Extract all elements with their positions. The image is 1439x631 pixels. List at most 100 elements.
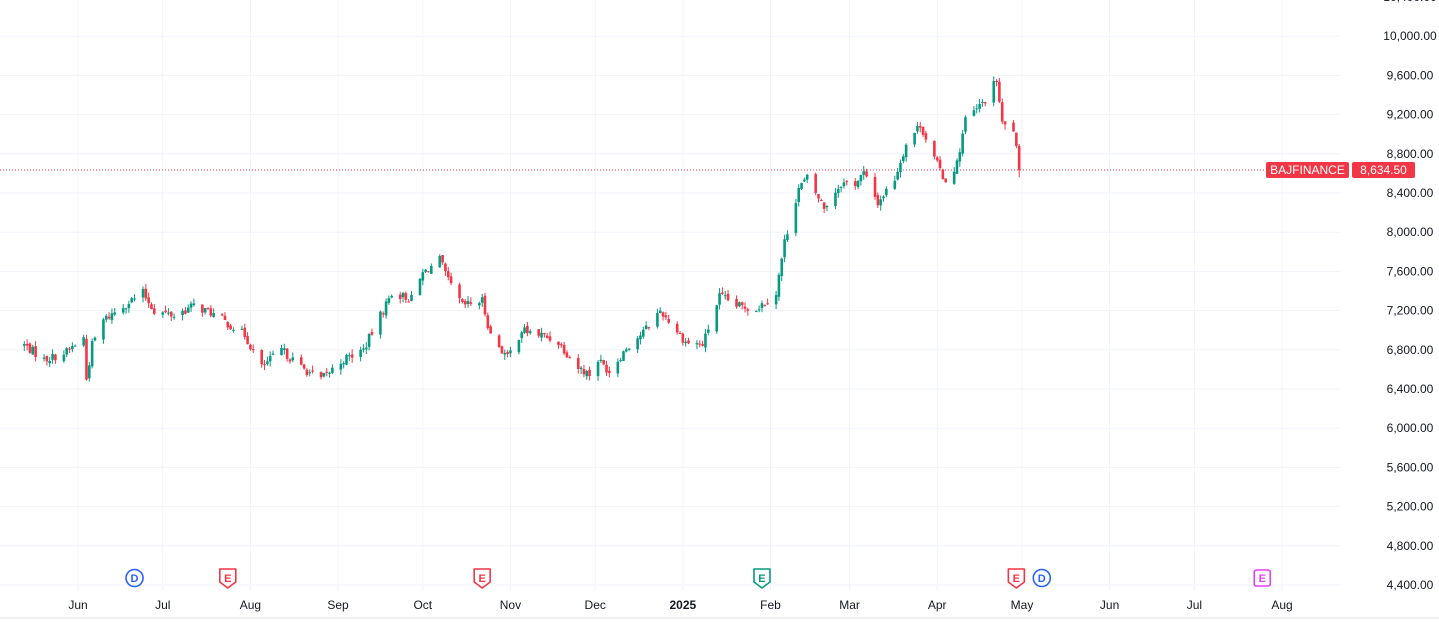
candle[interactable]: [1003, 121, 1007, 130]
dividend-event-marker[interactable]: D: [125, 568, 144, 588]
candle[interactable]: [121, 303, 125, 315]
candle[interactable]: [625, 347, 628, 353]
candle[interactable]: [557, 341, 560, 349]
candle[interactable]: [803, 177, 806, 183]
candle[interactable]: [54, 353, 57, 364]
candle[interactable]: [418, 277, 422, 296]
candle[interactable]: [981, 99, 984, 107]
candle[interactable]: [760, 300, 764, 313]
candle[interactable]: [664, 311, 668, 321]
time-axis[interactable]: Jun Jul Aug Sep Oct Nov Dec 2025 Feb Mar Apr May Jun…: [68, 598, 1292, 612]
candle[interactable]: [500, 345, 504, 355]
candle[interactable]: [975, 104, 979, 114]
candle[interactable]: [203, 307, 207, 315]
candle[interactable]: [249, 343, 252, 351]
candle[interactable]: [865, 168, 868, 178]
candle[interactable]: [520, 330, 524, 344]
candle[interactable]: [998, 78, 1001, 104]
candle[interactable]: [675, 321, 679, 335]
candle[interactable]: [627, 348, 631, 352]
candle[interactable]: [429, 263, 433, 275]
candle[interactable]: [102, 317, 105, 344]
candle[interactable]: [331, 364, 334, 375]
candle[interactable]: [545, 333, 549, 339]
candle[interactable]: [226, 321, 230, 331]
candle[interactable]: [308, 369, 312, 377]
candle[interactable]: [579, 366, 583, 375]
candle[interactable]: [540, 327, 543, 342]
candle[interactable]: [896, 167, 899, 181]
candle[interactable]: [483, 292, 487, 317]
candle[interactable]: [825, 205, 829, 212]
candle[interactable]: [232, 327, 235, 333]
candle[interactable]: [853, 178, 857, 190]
candle[interactable]: [186, 304, 190, 313]
candle[interactable]: [619, 357, 622, 363]
candle[interactable]: [958, 148, 962, 167]
candle[interactable]: [212, 308, 215, 318]
candle[interactable]: [608, 366, 611, 378]
candle[interactable]: [181, 308, 184, 321]
candle[interactable]: [639, 331, 642, 345]
candle[interactable]: [93, 336, 97, 342]
candle[interactable]: [817, 194, 820, 203]
candle[interactable]: [466, 296, 470, 308]
candle[interactable]: [506, 350, 509, 358]
candle[interactable]: [842, 178, 846, 189]
candle[interactable]: [933, 140, 936, 160]
candle[interactable]: [463, 299, 467, 309]
candle[interactable]: [113, 307, 117, 317]
candle[interactable]: [328, 371, 331, 378]
candle[interactable]: [814, 172, 817, 196]
candle[interactable]: [127, 300, 131, 313]
candle[interactable]: [882, 195, 885, 202]
candle[interactable]: [22, 341, 26, 352]
candle[interactable]: [172, 313, 176, 320]
candle[interactable]: [955, 158, 959, 174]
candle[interactable]: [478, 301, 481, 310]
candle[interactable]: [938, 156, 942, 171]
candle[interactable]: [192, 298, 196, 307]
candle[interactable]: [251, 344, 255, 353]
candle[interactable]: [288, 358, 292, 364]
candle[interactable]: [28, 342, 32, 354]
candle[interactable]: [489, 324, 492, 334]
candle[interactable]: [268, 351, 272, 367]
candle[interactable]: [283, 343, 286, 355]
candle[interactable]: [983, 101, 987, 107]
candle[interactable]: [704, 328, 707, 353]
candle[interactable]: [746, 307, 750, 316]
candle[interactable]: [1012, 119, 1015, 132]
candle[interactable]: [164, 305, 167, 314]
candle[interactable]: [941, 168, 945, 180]
candle[interactable]: [153, 303, 156, 316]
candle[interactable]: [285, 347, 289, 362]
candle[interactable]: [995, 79, 998, 87]
candle[interactable]: [622, 350, 625, 362]
candle[interactable]: [42, 354, 46, 362]
candle[interactable]: [421, 268, 425, 286]
candle[interactable]: [311, 365, 314, 374]
candle[interactable]: [88, 362, 91, 382]
candle[interactable]: [362, 344, 365, 353]
candle[interactable]: [438, 254, 442, 268]
candle[interactable]: [721, 287, 724, 295]
candle[interactable]: [766, 298, 769, 305]
candle[interactable]: [240, 325, 244, 330]
candle[interactable]: [743, 302, 747, 313]
candle[interactable]: [342, 361, 345, 369]
candle[interactable]: [110, 308, 114, 324]
candle[interactable]: [921, 126, 925, 137]
candle[interactable]: [755, 310, 758, 313]
candle[interactable]: [339, 359, 343, 375]
candle[interactable]: [839, 186, 843, 193]
candle[interactable]: [209, 305, 213, 318]
candle[interactable]: [582, 364, 586, 378]
candle[interactable]: [370, 328, 374, 336]
earnings-event-marker[interactable]: E: [1253, 569, 1272, 587]
candle[interactable]: [822, 202, 826, 214]
candle[interactable]: [735, 295, 738, 309]
candle[interactable]: [661, 311, 665, 321]
